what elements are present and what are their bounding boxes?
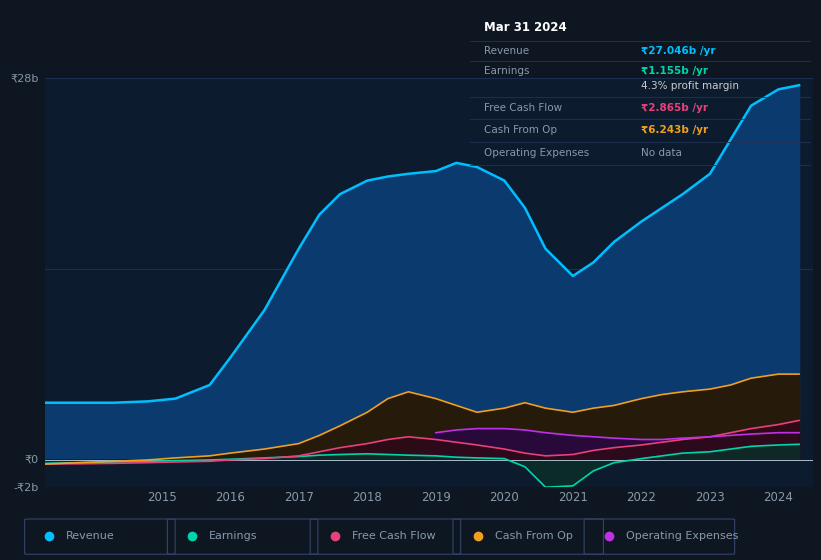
Text: ₹0: ₹0 [25,455,39,465]
Text: Earnings: Earnings [209,531,258,541]
Text: Cash From Op: Cash From Op [484,125,557,135]
Text: ₹27.046b /yr: ₹27.046b /yr [641,46,715,56]
Text: Free Cash Flow: Free Cash Flow [484,103,562,113]
Text: No data: No data [641,148,681,158]
Text: Cash From Op: Cash From Op [494,531,572,541]
Text: Free Cash Flow: Free Cash Flow [352,531,435,541]
Text: Operating Expenses: Operating Expenses [484,148,589,158]
Text: 4.3% profit margin: 4.3% profit margin [641,81,739,91]
Text: Revenue: Revenue [67,531,115,541]
Text: ₹6.243b /yr: ₹6.243b /yr [641,125,708,135]
Text: ₹28b: ₹28b [11,73,39,83]
Text: ₹2.865b /yr: ₹2.865b /yr [641,103,708,113]
Text: Mar 31 2024: Mar 31 2024 [484,21,566,34]
Text: Operating Expenses: Operating Expenses [626,531,738,541]
Text: -₹2b: -₹2b [14,482,39,492]
Text: Earnings: Earnings [484,67,530,77]
Text: ₹1.155b /yr: ₹1.155b /yr [641,67,708,77]
Text: Revenue: Revenue [484,46,530,56]
